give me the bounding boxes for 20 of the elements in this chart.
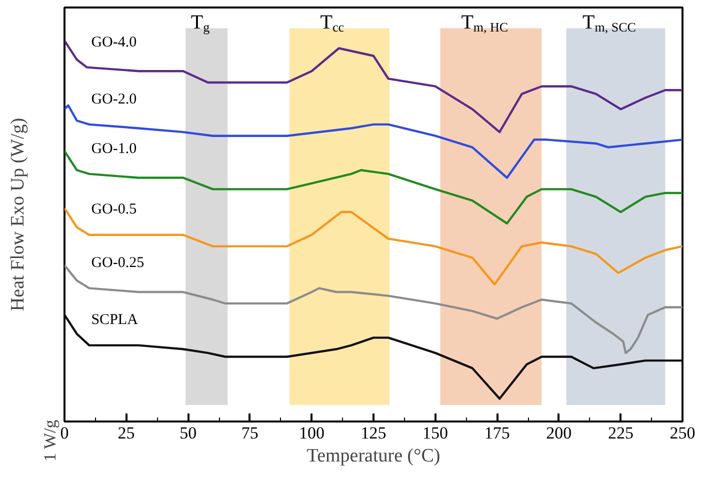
x-tick-label: 250: [670, 424, 696, 442]
series-label: GO-2.0: [91, 91, 137, 108]
x-tick-label: 25: [118, 424, 135, 442]
x-tick-label: 200: [546, 424, 572, 442]
series-label: GO-4.0: [91, 34, 137, 50]
series-label: SCPLA: [91, 312, 138, 328]
x-tick-label: 75: [241, 424, 258, 442]
series-label: GO-1.0: [91, 140, 137, 157]
x-tick-label: 175: [484, 424, 510, 442]
series-label: GO-0.25: [91, 255, 144, 272]
x-axis-title: Temperature (°C): [306, 446, 440, 466]
x-tick-label: 50: [180, 424, 197, 442]
x-tick-label: 0: [60, 424, 69, 442]
text: 1 W/g: [40, 419, 60, 462]
y-axis-title: Heat Flow Exo Up (W/g): [8, 118, 28, 312]
x-tick-label: 150: [422, 424, 448, 442]
series-label: GO-0.5: [91, 202, 137, 218]
x-tick-label: 100: [298, 424, 324, 442]
x-tick-label: 125: [360, 424, 386, 442]
x-tick-label: 225: [608, 424, 634, 442]
